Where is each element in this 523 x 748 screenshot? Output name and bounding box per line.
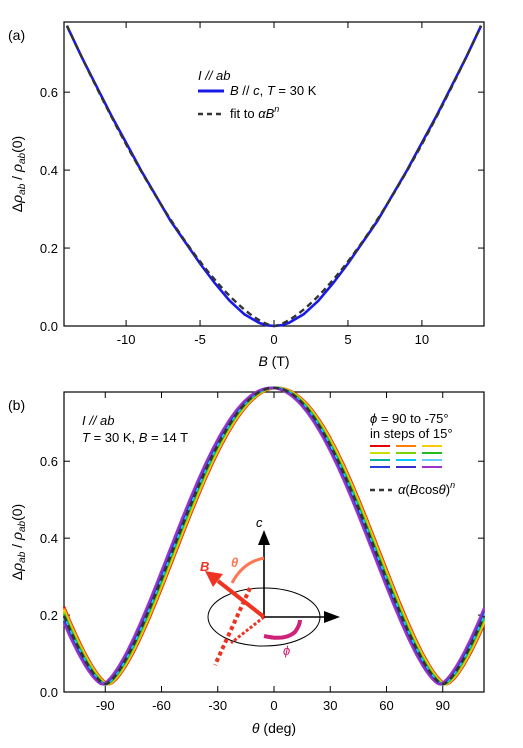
panel-b-y-ticks: 0.0 0.2 0.4 0.6 xyxy=(40,454,484,700)
panel-a-y-tick-label: 0.0 xyxy=(40,319,58,334)
panel-b-x-ticks: -90 -60 -30 0 30 60 90 xyxy=(96,392,450,713)
inset-b-vector xyxy=(216,579,266,619)
panel-b-legend-title-2: in steps of 15° xyxy=(370,426,453,441)
panel-b-x-tick-label: 60 xyxy=(379,698,393,713)
panel-a-x-tick-label: 10 xyxy=(415,332,429,347)
panel-b-x-axis-label: θ (deg) xyxy=(252,720,296,736)
panel-b-label: (b) xyxy=(8,397,25,413)
panel-a-legend-header: I // ab xyxy=(198,68,231,83)
panel-a-label: (a) xyxy=(8,27,25,43)
panel-b-y-tick-label: 0.0 xyxy=(40,685,58,700)
svg-text:θ (deg): θ (deg) xyxy=(252,720,296,736)
panel-b-legend-title-1: ϕ = 90 to -75° xyxy=(370,411,449,426)
panel-b-x-tick-label: -90 xyxy=(96,698,115,713)
inset-theta-label: θ xyxy=(231,555,238,570)
panel-a: (a) -10 -5 0 5 10 0.0 0.2 0.4 0.6 B (T) Δρab / … xyxy=(8,21,485,369)
panel-b-x-tick-label: 30 xyxy=(323,698,337,713)
inset-b-extension xyxy=(213,587,252,666)
panel-a-x-tick-label: 0 xyxy=(270,332,277,347)
panel-a-y-tick-label: 0.6 xyxy=(40,85,58,100)
svg-text:Δρab / ρab(0): Δρab / ρab(0) xyxy=(9,136,28,212)
panel-b-legend-fit-label: α(Bcosθ)n xyxy=(398,480,455,497)
panel-a-x-ticks: -10 -5 0 5 10 xyxy=(117,22,429,347)
panel-b-series-fit xyxy=(62,386,486,686)
inset-diagram: c θ B ϕ xyxy=(200,515,340,666)
inset-b-arrowhead xyxy=(205,571,223,587)
panel-a-y-tick-label: 0.2 xyxy=(40,241,58,256)
panel-b-annotation: I // ab T = 30 K, B = 14 T xyxy=(82,413,188,445)
svg-text:B (T): B (T) xyxy=(258,353,289,369)
inset-c-arrowhead xyxy=(258,530,270,545)
panel-a-legend: I // ab B // c, T = 30 K fit to αBn xyxy=(198,68,317,121)
panel-b-y-axis-label: Δρab / ρab(0) xyxy=(9,504,28,580)
inset-b-label: B xyxy=(200,559,209,574)
panel-b-y-tick-label: 0.6 xyxy=(40,454,58,469)
inset-phi-label: ϕ xyxy=(283,643,290,658)
panel-a-x-tick-label: -10 xyxy=(117,332,136,347)
panel-a-series-measured xyxy=(65,25,483,328)
panel-b-y-tick-label: 0.2 xyxy=(40,608,58,623)
panel-b-legend: ϕ = 90 to -75° in steps of 15° α(Bcosθ)n xyxy=(370,411,455,497)
inset-b-projection xyxy=(230,615,265,645)
panel-a-series-fit xyxy=(65,25,483,328)
panel-b-y-tick-label: 0.4 xyxy=(40,531,58,546)
svg-text:Δρab / ρab(0): Δρab / ρab(0) xyxy=(9,504,28,580)
panel-b-x-tick-label: -60 xyxy=(152,698,171,713)
panel-a-x-axis-label: B (T) xyxy=(258,353,289,369)
panel-b: (b) -90 -60 -30 0 30 60 90 0.0 0.2 0.4 0.6 θ (deg… xyxy=(8,386,486,736)
inset-theta-arc xyxy=(230,556,265,584)
inset-ab-arrowhead xyxy=(324,611,340,623)
panel-b-x-tick-label: 90 xyxy=(436,698,450,713)
panel-b-legend-swatches xyxy=(370,445,442,468)
panel-b-x-tick-label: -30 xyxy=(208,698,227,713)
panel-b-annotation-current: I // ab xyxy=(82,413,115,428)
panel-a-y-axis-label: Δρab / ρab(0) xyxy=(9,136,28,212)
panel-a-y-tick-label: 0.4 xyxy=(40,163,58,178)
panel-a-legend-measured: B // c, T = 30 K xyxy=(230,83,317,98)
panel-a-x-tick-label: -5 xyxy=(194,332,206,347)
panel-a-x-tick-label: 5 xyxy=(344,332,351,347)
panel-a-y-ticks: 0.0 0.2 0.4 0.6 xyxy=(40,85,484,334)
panel-b-annotation-conditions: T = 30 K, B = 14 T xyxy=(82,430,188,445)
panel-b-x-tick-label: 0 xyxy=(270,698,277,713)
inset-phi-arc xyxy=(263,619,302,640)
panel-a-plot-frame xyxy=(63,21,485,327)
inset-c-label: c xyxy=(256,515,263,530)
panel-a-legend-fit: fit to αBn xyxy=(230,104,279,121)
